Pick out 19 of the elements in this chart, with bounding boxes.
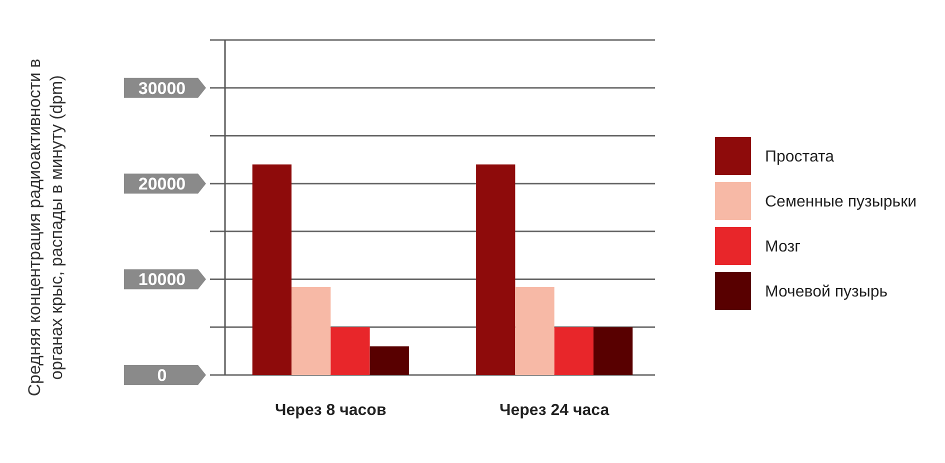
- bar: [330, 327, 370, 375]
- bar: [252, 164, 292, 375]
- bar: [292, 286, 331, 375]
- y-tick-label: 30000: [138, 78, 186, 98]
- y-axis-title: Средняя концентрация радиоактивности в органах крыс, распады в минуту (dpm): [25, 58, 66, 396]
- x-tick-label: Через 24 часа: [500, 402, 610, 419]
- x-tick-label: Через 8 часов: [275, 402, 386, 419]
- bar: [593, 327, 633, 375]
- y-tick-label: 20000: [138, 174, 186, 194]
- y-tick-label: 0: [157, 366, 167, 385]
- legend-label: Мозг: [765, 238, 801, 256]
- bar: [515, 286, 554, 375]
- bar: [370, 346, 409, 375]
- legend-label: Семенные пузырьки: [765, 194, 917, 211]
- y-tick-label: 10000: [138, 270, 186, 290]
- legend-label: Простата: [765, 148, 834, 166]
- bar: [554, 327, 594, 375]
- legend-label: Мочевой пузырь: [765, 284, 888, 301]
- bar: [476, 164, 516, 375]
